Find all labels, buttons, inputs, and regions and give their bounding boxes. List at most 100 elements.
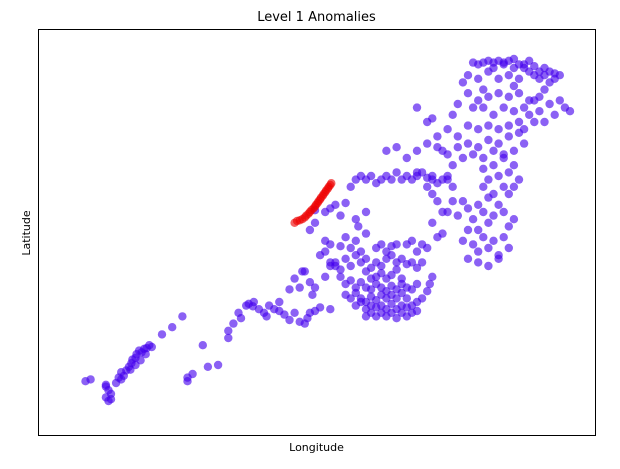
data-point-215 bbox=[417, 168, 427, 177]
data-point-364 bbox=[433, 143, 442, 152]
data-point-231 bbox=[463, 225, 473, 235]
data-point-55 bbox=[285, 315, 294, 325]
data-point-81 bbox=[341, 198, 350, 208]
data-point-43 bbox=[236, 314, 246, 323]
data-point-168 bbox=[425, 279, 434, 289]
data-point-312 bbox=[484, 121, 493, 130]
data-point-272 bbox=[453, 99, 462, 109]
data-point-100 bbox=[341, 254, 350, 263]
data-point-71 bbox=[305, 278, 315, 287]
data-point-362 bbox=[382, 146, 391, 155]
data-point-327 bbox=[468, 150, 478, 159]
data-point-263 bbox=[489, 161, 498, 170]
data-point-34 bbox=[188, 369, 197, 379]
data-point-222 bbox=[438, 207, 447, 217]
data-point-260 bbox=[504, 168, 513, 177]
data-point-279 bbox=[474, 74, 483, 84]
data-point-236 bbox=[489, 236, 498, 245]
data-point-359 bbox=[402, 153, 411, 163]
data-point-101 bbox=[346, 261, 355, 271]
data-point-243 bbox=[474, 258, 483, 267]
data-point-180 bbox=[412, 306, 422, 316]
data-point-38 bbox=[213, 360, 223, 370]
data-point-245 bbox=[494, 254, 503, 263]
data-point-323 bbox=[509, 146, 519, 155]
data-point-80 bbox=[336, 211, 345, 220]
data-point-278 bbox=[463, 71, 473, 80]
data-point-307 bbox=[530, 96, 539, 105]
data-point-239 bbox=[474, 247, 483, 256]
data-point-232 bbox=[474, 225, 483, 235]
data-point-176 bbox=[392, 314, 401, 323]
data-point-83 bbox=[361, 207, 371, 217]
data-point-238 bbox=[458, 236, 468, 245]
data-point-67 bbox=[295, 283, 304, 292]
data-point-126 bbox=[346, 276, 355, 285]
data-point-187 bbox=[407, 236, 417, 245]
data-point-322 bbox=[519, 139, 529, 148]
data-point-302 bbox=[479, 103, 488, 112]
data-point-352 bbox=[555, 96, 564, 105]
data-point-251 bbox=[494, 200, 503, 209]
data-point-116 bbox=[361, 267, 371, 276]
data-point-141 bbox=[346, 294, 355, 303]
data-point-31 bbox=[168, 323, 177, 332]
data-point-325 bbox=[489, 146, 498, 155]
y-axis-label: Latitude bbox=[20, 210, 33, 256]
data-point-205 bbox=[366, 171, 376, 181]
data-point-235 bbox=[479, 233, 488, 242]
data-point-150 bbox=[392, 294, 401, 303]
data-point-331 bbox=[453, 143, 462, 152]
data-point-227 bbox=[468, 215, 478, 224]
data-point-297 bbox=[514, 89, 524, 98]
data-point-166 bbox=[417, 294, 427, 303]
data-points-layer bbox=[81, 54, 575, 406]
data-point-224 bbox=[453, 211, 462, 220]
data-point-93 bbox=[341, 233, 350, 242]
data-point-190 bbox=[423, 243, 432, 253]
data-point-351 bbox=[565, 107, 575, 116]
data-point-305 bbox=[509, 107, 519, 116]
data-point-318 bbox=[484, 135, 493, 145]
data-point-269 bbox=[428, 114, 437, 123]
data-point-253 bbox=[479, 182, 488, 191]
data-point-277 bbox=[458, 78, 468, 87]
data-point-25 bbox=[145, 341, 154, 350]
data-point-284 bbox=[504, 71, 513, 80]
data-point-209 bbox=[387, 175, 396, 184]
data-point-330 bbox=[443, 150, 452, 159]
data-point-74 bbox=[305, 225, 315, 235]
data-point-70 bbox=[308, 290, 317, 299]
data-point-324 bbox=[499, 150, 508, 159]
data-point-182 bbox=[377, 240, 386, 249]
data-point-300 bbox=[494, 89, 503, 98]
data-point-357 bbox=[540, 117, 549, 127]
data-point-240 bbox=[484, 243, 493, 253]
data-point-344 bbox=[530, 61, 539, 71]
data-point-146 bbox=[372, 296, 381, 305]
data-point-233 bbox=[484, 218, 493, 227]
data-point-248 bbox=[504, 222, 513, 231]
data-point-66 bbox=[290, 274, 299, 283]
chart-title: Level 1 Anomalies bbox=[257, 10, 376, 25]
data-point-221 bbox=[428, 189, 437, 199]
data-point-249 bbox=[509, 215, 519, 224]
data-point-271 bbox=[448, 110, 457, 120]
data-point-54 bbox=[280, 310, 289, 319]
data-point-314 bbox=[463, 121, 473, 130]
data-point-40 bbox=[224, 326, 233, 335]
data-point-39 bbox=[224, 333, 233, 343]
data-point-65 bbox=[285, 285, 294, 294]
data-point-313 bbox=[474, 125, 483, 134]
data-point-254 bbox=[484, 175, 493, 184]
data-point-301 bbox=[484, 92, 493, 102]
data-point-343 bbox=[525, 56, 534, 65]
data-point-175 bbox=[387, 308, 396, 317]
data-point-282 bbox=[494, 74, 503, 84]
data-point-363 bbox=[423, 139, 432, 148]
data-point-188 bbox=[412, 247, 422, 256]
data-point-320 bbox=[504, 132, 513, 141]
data-point-196 bbox=[423, 182, 432, 191]
data-point-96 bbox=[354, 222, 363, 231]
